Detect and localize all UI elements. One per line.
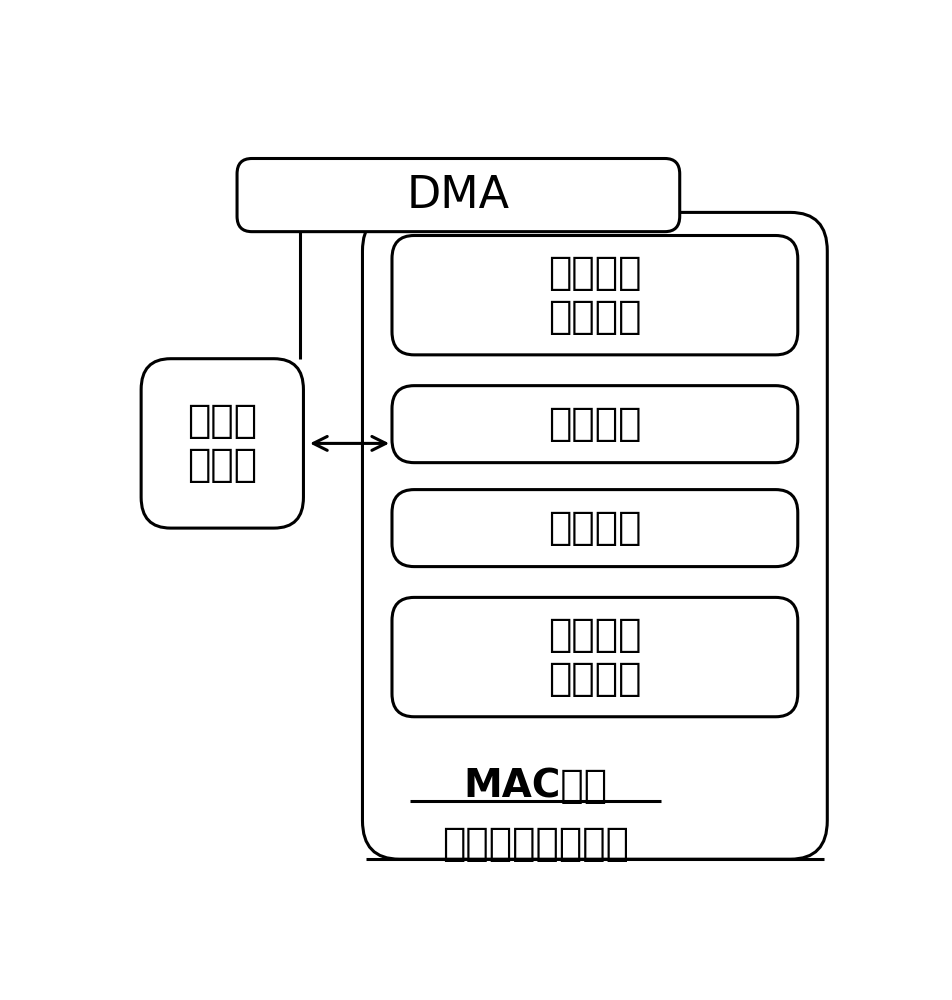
Text: MAC单元: MAC单元 xyxy=(464,767,608,805)
FancyBboxPatch shape xyxy=(141,359,304,528)
FancyBboxPatch shape xyxy=(392,386,798,463)
FancyBboxPatch shape xyxy=(392,597,798,717)
Text: 数据处
理单元: 数据处 理单元 xyxy=(188,402,257,484)
FancyBboxPatch shape xyxy=(363,212,827,859)
Text: DMA: DMA xyxy=(407,174,510,217)
Text: 发送数据
转化模块: 发送数据 转化模块 xyxy=(548,254,642,336)
FancyBboxPatch shape xyxy=(237,158,680,232)
Text: 接口模块: 接口模块 xyxy=(548,405,642,443)
Text: 校正模块: 校正模块 xyxy=(548,509,642,547)
FancyBboxPatch shape xyxy=(392,490,798,567)
FancyBboxPatch shape xyxy=(392,235,798,355)
Text: 以太网络交换装置: 以太网络交换装置 xyxy=(443,825,629,863)
Text: 接收数据
转化模块: 接收数据 转化模块 xyxy=(548,616,642,698)
